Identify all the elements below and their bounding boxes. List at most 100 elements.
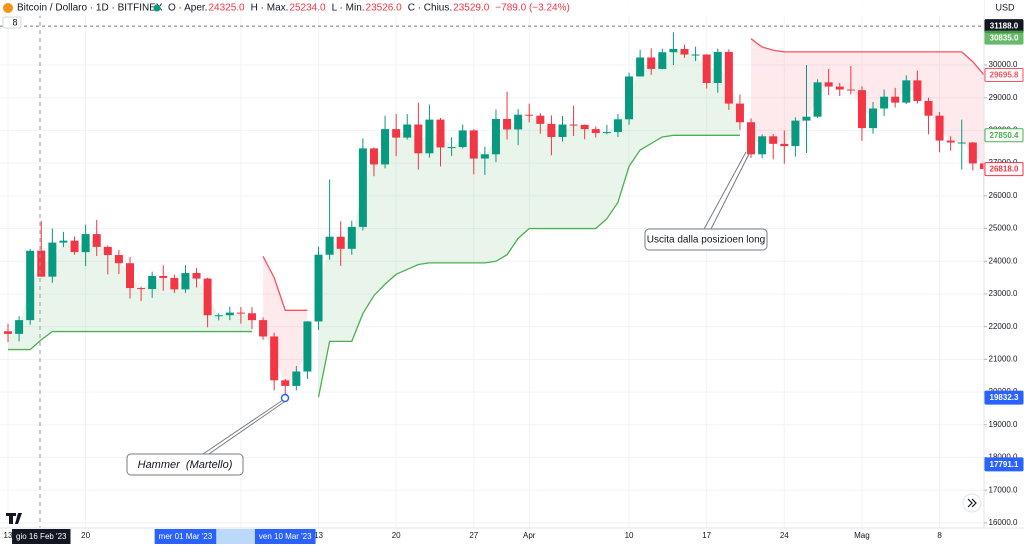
x-tick-label: Mag bbox=[854, 531, 870, 540]
candle-body bbox=[891, 96, 900, 103]
x-tick-label: mer 01 Mar '23 bbox=[159, 532, 213, 541]
candle-body bbox=[902, 80, 911, 103]
candle-body bbox=[447, 147, 456, 149]
candle-body bbox=[869, 108, 878, 129]
trend-fill bbox=[751, 38, 984, 167]
candle-body bbox=[203, 278, 212, 316]
plot-area bbox=[0, 25, 984, 398]
candle-body bbox=[70, 240, 79, 253]
candle-body bbox=[558, 124, 567, 137]
x-tick-label: Apr bbox=[523, 531, 536, 540]
price-badge-label: 29695.8 bbox=[990, 71, 1019, 80]
candle-body bbox=[846, 89, 855, 91]
x-tick-label: 13 bbox=[4, 531, 13, 540]
candle-body bbox=[669, 48, 678, 53]
candle-body bbox=[48, 242, 57, 277]
candle-body bbox=[181, 273, 190, 290]
candle-body bbox=[491, 118, 500, 155]
annotation-line bbox=[205, 399, 288, 457]
x-tick-label: gio 16 Feb '23 bbox=[16, 532, 67, 541]
candle-body bbox=[569, 124, 578, 126]
time-axis bbox=[0, 528, 1024, 544]
x-badge bbox=[154, 529, 217, 544]
price-axis bbox=[984, 0, 1024, 528]
currency[interactable]: USD bbox=[995, 2, 1015, 12]
price-badge bbox=[984, 390, 1024, 405]
candle-body bbox=[702, 54, 711, 83]
candle-body bbox=[92, 234, 101, 247]
indicator-toggle[interactable] bbox=[2, 16, 22, 29]
candle-body bbox=[270, 336, 279, 381]
candle-body bbox=[37, 250, 46, 277]
candle-body bbox=[613, 119, 622, 133]
candle-body bbox=[480, 154, 489, 159]
candle-body bbox=[946, 140, 955, 143]
candle-body bbox=[81, 234, 90, 253]
candle-body bbox=[148, 275, 157, 290]
candle-body bbox=[769, 136, 778, 144]
candle-body bbox=[4, 331, 12, 334]
candle-body bbox=[425, 119, 434, 154]
x-tick-label: 13 bbox=[314, 531, 323, 540]
y-tick-label: 29000.0 bbox=[989, 93, 1018, 102]
indicator-count: 8 bbox=[12, 17, 17, 27]
x-tick-label: 24 bbox=[780, 531, 789, 540]
candle-body bbox=[791, 120, 800, 147]
x-tick-label: 20 bbox=[81, 531, 90, 540]
candle-body bbox=[514, 114, 523, 130]
candle-body bbox=[835, 86, 844, 90]
candle-body bbox=[281, 380, 290, 386]
ohlc-change: −789.0 (−3.24%) bbox=[495, 3, 570, 14]
ohlc-label: C · Chius. bbox=[408, 3, 452, 14]
x-tick-label: ven 10 Mar '23 bbox=[259, 532, 312, 541]
candle-body bbox=[824, 82, 833, 87]
candle-body bbox=[469, 130, 478, 159]
ohlc-label: H · Max. bbox=[251, 3, 289, 14]
candle-body bbox=[403, 124, 412, 138]
symbol: Bitcoin / Dollaro · 1D · BITFINEX bbox=[17, 3, 163, 14]
candle-body bbox=[880, 96, 889, 109]
scroll-icon bbox=[967, 498, 977, 508]
candle-body bbox=[780, 143, 789, 147]
annotation-text: Hammer (Martello) bbox=[138, 459, 233, 471]
candle-body bbox=[979, 163, 984, 170]
y-tick-label: 18000.0 bbox=[989, 453, 1018, 462]
y-tick-label: 19000.0 bbox=[989, 420, 1018, 429]
candle-body bbox=[436, 119, 445, 148]
candle-body bbox=[347, 226, 356, 249]
ohlc-value: 24325.0 bbox=[208, 3, 245, 14]
candle-body bbox=[968, 142, 977, 164]
market-status[interactable] bbox=[153, 4, 161, 12]
trend-line bbox=[8, 330, 252, 351]
candle-body bbox=[691, 54, 700, 56]
price-badge bbox=[984, 457, 1024, 472]
x-tick-label: 20 bbox=[392, 531, 401, 540]
x-badge bbox=[12, 529, 71, 544]
candle-body bbox=[602, 132, 611, 134]
candle-body bbox=[314, 254, 323, 322]
ohlc-value: 25234.0 bbox=[289, 3, 326, 14]
candle-body bbox=[747, 122, 756, 155]
price-axis-labels: 16000.017000.018000.019000.020000.021000… bbox=[984, 19, 1024, 527]
annotation-line bbox=[199, 399, 284, 457]
candle-body bbox=[114, 255, 123, 264]
candle-body bbox=[913, 80, 922, 101]
candle-body bbox=[15, 320, 24, 334]
candle-body bbox=[647, 57, 656, 69]
x-tick-label: 27 bbox=[469, 531, 478, 540]
y-tick-label: 26000.0 bbox=[989, 191, 1018, 200]
candle-body bbox=[525, 114, 534, 116]
candle-body bbox=[336, 236, 345, 249]
candle-body bbox=[813, 82, 822, 117]
candle-body bbox=[503, 118, 512, 130]
candle-body bbox=[547, 123, 556, 137]
candle-body bbox=[935, 115, 944, 141]
annotation-point bbox=[280, 393, 290, 403]
candle-body bbox=[392, 129, 401, 138]
candle-body bbox=[724, 51, 733, 104]
time-axis-labels: 13206132027Apr101724Mag8gio 16 Feb '23me… bbox=[4, 529, 942, 544]
candle-body bbox=[924, 100, 933, 116]
